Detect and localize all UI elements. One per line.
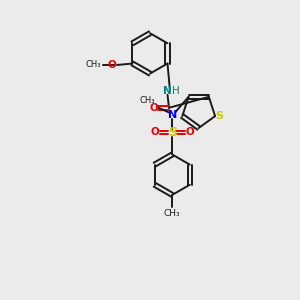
Text: O: O [151,128,159,137]
Text: O: O [150,103,158,113]
Text: N: N [168,110,177,120]
Text: CH₃: CH₃ [164,209,181,218]
Text: CH₃: CH₃ [140,96,155,105]
Text: O: O [185,128,194,137]
Text: S: S [215,111,223,121]
Text: O: O [108,60,117,70]
Text: CH₃: CH₃ [86,61,101,70]
Text: N: N [163,86,172,96]
Text: H: H [172,86,180,96]
Text: S: S [168,126,177,139]
